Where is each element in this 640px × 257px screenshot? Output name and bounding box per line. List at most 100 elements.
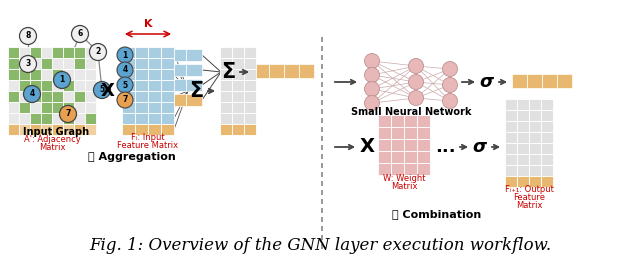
Bar xyxy=(378,115,391,127)
Text: 5: 5 xyxy=(122,80,127,89)
Text: 2: 2 xyxy=(95,48,100,57)
Bar xyxy=(541,143,553,154)
Bar xyxy=(135,47,148,58)
Bar xyxy=(30,102,41,113)
Bar xyxy=(74,58,85,69)
Bar xyxy=(154,79,170,91)
Bar xyxy=(41,69,52,80)
Bar xyxy=(161,102,174,113)
Bar xyxy=(122,80,135,91)
Circle shape xyxy=(54,71,70,88)
Bar xyxy=(19,113,30,124)
Circle shape xyxy=(365,96,380,111)
Bar xyxy=(41,91,52,102)
Bar xyxy=(85,124,96,135)
Bar xyxy=(135,69,148,80)
Circle shape xyxy=(93,81,111,98)
Bar xyxy=(284,64,299,78)
Text: 5: 5 xyxy=(99,86,104,95)
Bar xyxy=(122,91,135,102)
Bar xyxy=(74,102,85,113)
Bar xyxy=(85,80,96,91)
Bar xyxy=(269,64,284,78)
Bar xyxy=(8,47,19,58)
Text: Fig. 1: Overview of the GNN layer execution workflow.: Fig. 1: Overview of the GNN layer execut… xyxy=(89,236,551,253)
Bar xyxy=(8,113,19,124)
Circle shape xyxy=(72,25,88,42)
Bar xyxy=(161,80,174,91)
Bar xyxy=(541,165,553,176)
Bar xyxy=(505,99,517,110)
Bar xyxy=(74,91,85,102)
Circle shape xyxy=(90,43,106,60)
Bar xyxy=(186,49,202,61)
Bar xyxy=(8,102,19,113)
Bar xyxy=(541,99,553,110)
Bar xyxy=(299,64,314,78)
Text: Fᵢ: Input: Fᵢ: Input xyxy=(131,133,165,142)
Bar xyxy=(391,127,404,139)
Bar xyxy=(527,74,542,88)
Bar xyxy=(186,64,202,76)
Bar xyxy=(517,154,529,165)
Bar xyxy=(30,80,41,91)
Bar xyxy=(505,154,517,165)
Circle shape xyxy=(60,106,77,123)
Bar xyxy=(529,143,541,154)
Circle shape xyxy=(117,77,133,93)
Bar xyxy=(63,102,74,113)
Bar xyxy=(154,64,170,76)
Bar xyxy=(517,176,529,187)
Text: Matrix: Matrix xyxy=(39,143,65,152)
Bar xyxy=(19,80,30,91)
Bar xyxy=(138,64,154,76)
Bar xyxy=(74,69,85,80)
Bar xyxy=(52,47,63,58)
Bar xyxy=(52,80,63,91)
Bar xyxy=(148,47,161,58)
Bar xyxy=(30,69,41,80)
Text: 8: 8 xyxy=(26,32,31,41)
Text: Ⓐ Aggregation: Ⓐ Aggregation xyxy=(88,152,176,162)
Bar xyxy=(138,79,154,91)
Text: 1: 1 xyxy=(60,76,65,85)
Bar xyxy=(541,132,553,143)
Bar xyxy=(74,80,85,91)
Bar xyxy=(74,124,85,135)
Bar xyxy=(148,124,161,135)
Bar xyxy=(148,102,161,113)
Bar xyxy=(85,69,96,80)
Bar xyxy=(148,113,161,124)
Bar xyxy=(220,69,232,80)
Text: Feature Matrix: Feature Matrix xyxy=(117,141,179,150)
Bar xyxy=(186,79,202,91)
Bar xyxy=(85,113,96,124)
Circle shape xyxy=(365,81,380,96)
Circle shape xyxy=(24,86,40,103)
Bar xyxy=(52,91,63,102)
Bar xyxy=(30,113,41,124)
Bar xyxy=(63,69,74,80)
Bar xyxy=(254,64,269,78)
Bar xyxy=(232,58,244,69)
Bar xyxy=(8,80,19,91)
Bar xyxy=(19,58,30,69)
Bar xyxy=(417,139,430,151)
Circle shape xyxy=(408,59,424,74)
Bar xyxy=(505,176,517,187)
Text: Σ: Σ xyxy=(189,81,203,101)
Text: Fᵢ₊₁: Output: Fᵢ₊₁: Output xyxy=(504,185,554,194)
Bar xyxy=(8,58,19,69)
Bar xyxy=(74,47,85,58)
Text: ...: ... xyxy=(435,138,455,156)
Bar xyxy=(135,113,148,124)
Bar xyxy=(391,139,404,151)
Bar xyxy=(557,74,572,88)
Bar xyxy=(122,102,135,113)
Bar xyxy=(232,124,244,135)
Circle shape xyxy=(408,75,424,89)
Text: W: Weight: W: Weight xyxy=(383,174,425,183)
Bar xyxy=(529,132,541,143)
Bar xyxy=(135,58,148,69)
Bar xyxy=(30,91,41,102)
